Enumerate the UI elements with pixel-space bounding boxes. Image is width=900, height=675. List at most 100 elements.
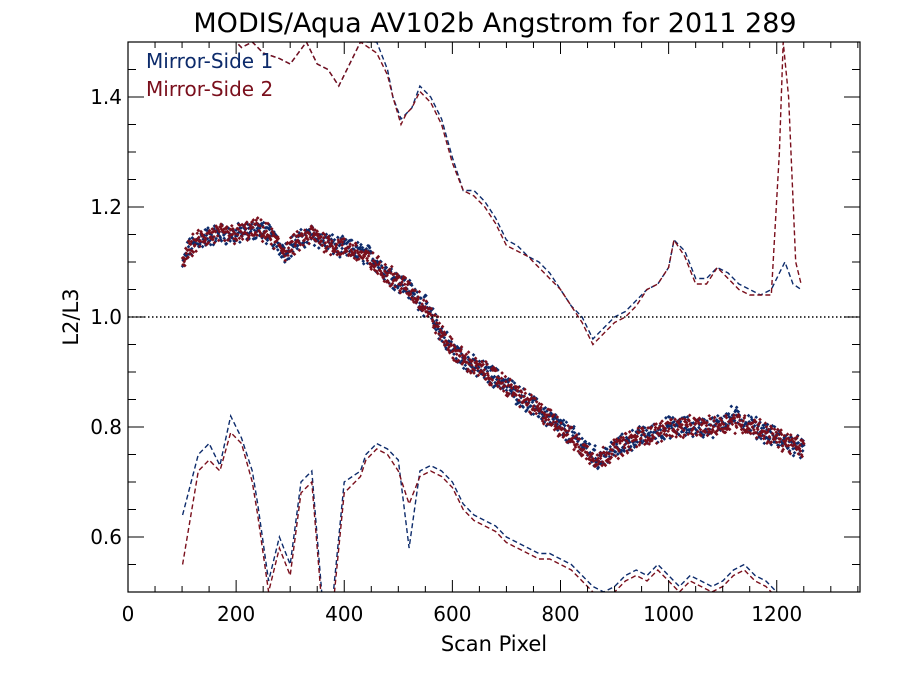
series-2-point (438, 328, 443, 332)
series-2-point (587, 461, 592, 466)
series-2-point (255, 233, 260, 238)
series-2-point (732, 413, 736, 418)
series-2-point (402, 282, 407, 287)
series-2-point (222, 238, 227, 243)
series-2-point (539, 405, 543, 410)
series-2-point (758, 417, 762, 422)
series-2-point (328, 252, 333, 257)
series-2-point (416, 295, 421, 299)
series-2-point (439, 330, 444, 335)
series-2-point (761, 436, 766, 441)
series-2-point (231, 226, 235, 231)
series-2-point (546, 417, 551, 422)
series-2-point (501, 389, 506, 393)
series-2-point (752, 427, 756, 432)
series-2-point (573, 445, 578, 449)
series-1-point (287, 256, 291, 261)
series-1-point (521, 405, 526, 409)
series-1-point (759, 426, 764, 431)
series-2-point (541, 421, 546, 426)
series-2-point (448, 334, 453, 339)
series-2-point (466, 367, 470, 372)
series-2-point (507, 391, 511, 396)
series-2-point (719, 418, 724, 423)
series-2-point (296, 240, 301, 245)
series-2-point (335, 249, 340, 254)
series-2-point (801, 441, 806, 446)
series-2-point (776, 445, 781, 450)
series-2-point (390, 281, 395, 286)
series-2-point (495, 384, 500, 389)
series-2-point (622, 442, 627, 447)
series-1-point (238, 240, 242, 245)
series-2-point (258, 224, 262, 228)
series-2-point (288, 235, 293, 240)
series-2-point (196, 235, 201, 240)
series-2-point (499, 376, 504, 381)
series-1-point (791, 453, 796, 458)
series-2-point (718, 416, 722, 421)
series-2-point (539, 402, 544, 407)
series-2-point (680, 416, 685, 421)
series-2-point (234, 238, 239, 243)
series-2-point (534, 400, 539, 404)
series-2-point (485, 362, 489, 367)
series-2-point (286, 246, 291, 250)
series-2-point (763, 421, 768, 426)
series-1-point (734, 405, 739, 410)
series-1-point (289, 254, 294, 258)
series-2-point (779, 432, 784, 437)
series-2-point (529, 393, 534, 397)
series-2-point (269, 242, 274, 246)
series-1-point (759, 436, 763, 441)
series-2-point (494, 381, 499, 386)
series-2-point (386, 280, 391, 285)
series-2-point (186, 239, 191, 243)
series-2-point (616, 456, 621, 461)
series-2-point (774, 440, 779, 445)
series-2-point (526, 401, 530, 406)
series-2-point (253, 230, 258, 235)
series-2-point (739, 427, 744, 432)
series-2-point (375, 271, 380, 276)
series-2-point (740, 431, 745, 435)
series-2-point (387, 267, 392, 272)
series-2-point (786, 443, 791, 448)
series-1-point (685, 415, 690, 419)
series-2-point (658, 421, 663, 426)
series-2-point (660, 419, 664, 424)
series-2-point (251, 218, 256, 222)
series-2-point (309, 236, 314, 241)
series-2-point (652, 435, 656, 440)
y-axis-label: L2/L3 (59, 288, 83, 345)
series-2-point (415, 297, 420, 302)
series-2-point (779, 428, 783, 432)
series-1-point (200, 244, 205, 249)
series-2-point (767, 435, 772, 439)
series-2-point (470, 358, 475, 363)
series-1-point (580, 436, 584, 441)
series-2-point (191, 232, 195, 236)
series-2-point (190, 253, 195, 258)
series-1-point (492, 374, 497, 379)
series-2-point (558, 433, 562, 437)
series-1-point (593, 443, 597, 448)
series-2-point (459, 347, 463, 352)
series-1-point (412, 292, 417, 296)
series-2-point (248, 226, 253, 231)
series-2-point (502, 384, 507, 388)
series-2-point (721, 422, 726, 427)
series-2-point (647, 442, 652, 446)
series-2-point (271, 231, 276, 235)
series-2-point (665, 433, 669, 438)
series-2-point (598, 456, 603, 461)
series-2-point (549, 422, 554, 427)
series-2-point (329, 241, 334, 246)
series-2-point (340, 240, 345, 244)
series-2-point (585, 444, 590, 449)
series-2-point (351, 243, 355, 248)
series-2-point (705, 420, 709, 425)
series-2-point (599, 454, 603, 458)
series-2-point (707, 413, 712, 418)
series-2-point (673, 417, 677, 422)
